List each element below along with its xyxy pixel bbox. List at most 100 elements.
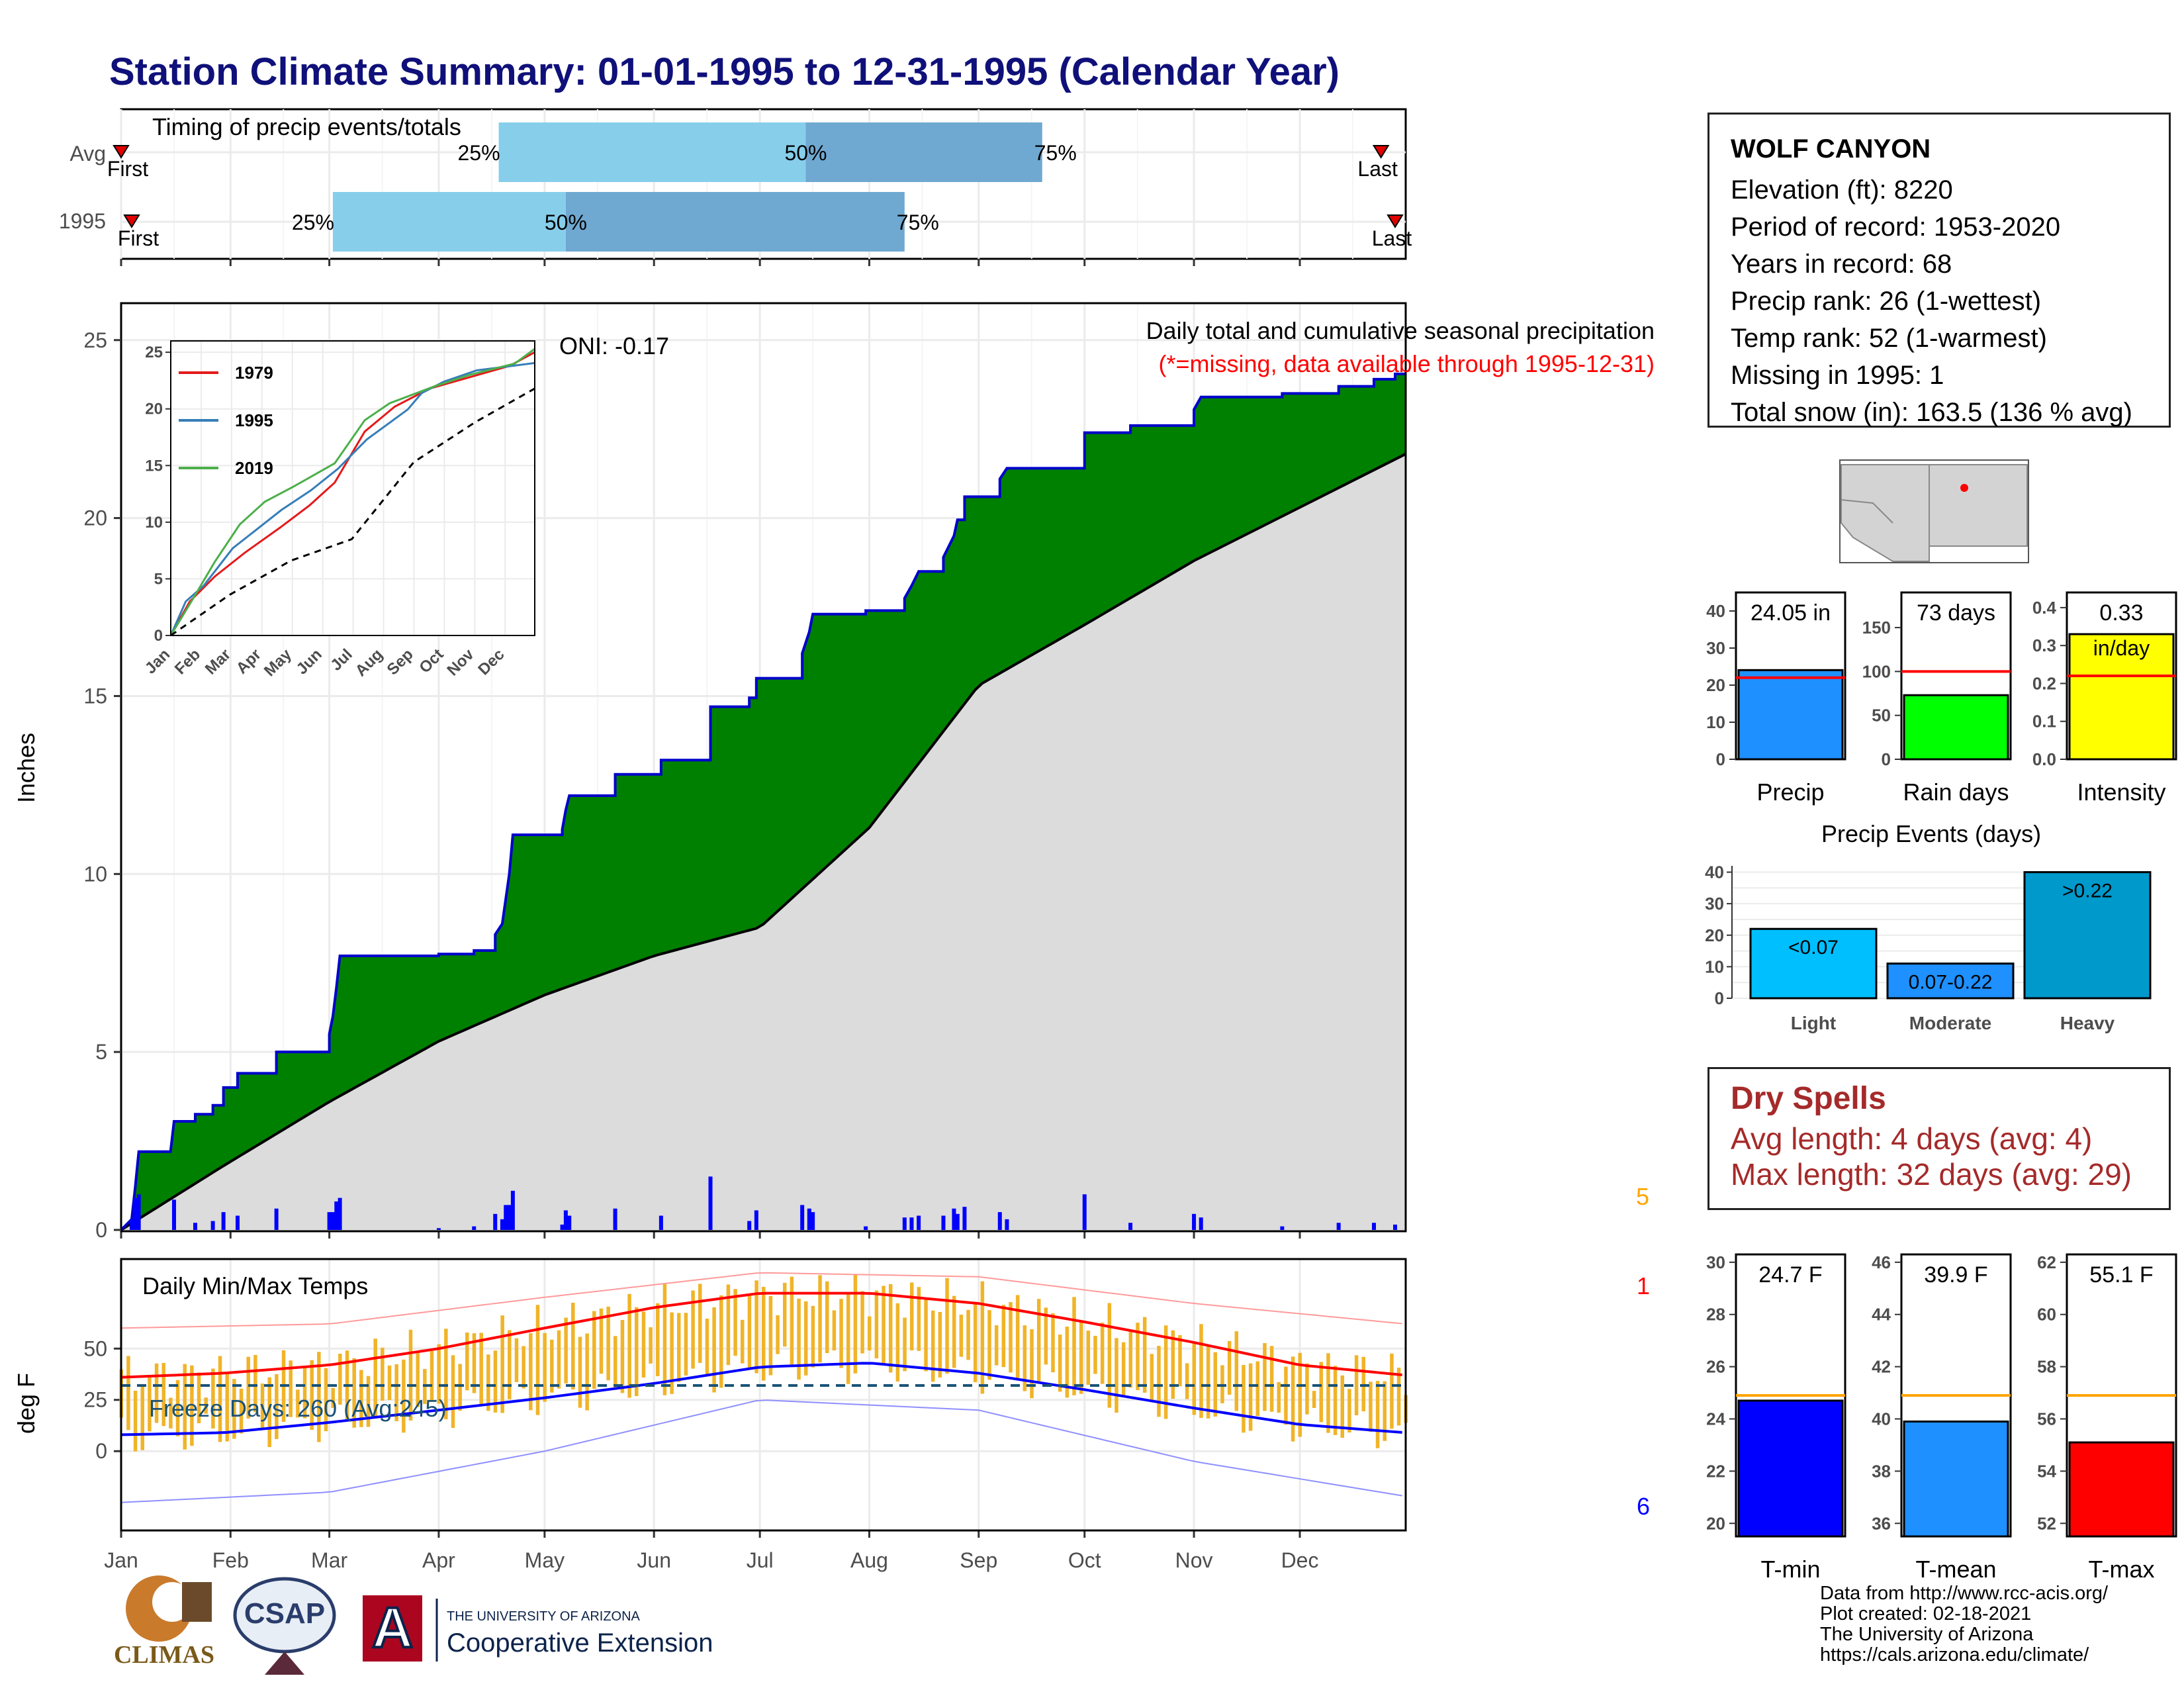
precip-y-tick: 25 (83, 328, 107, 352)
daily-precip-bar (1128, 1223, 1133, 1230)
daily-temp-bar (437, 1344, 441, 1404)
daily-temp-bar (1234, 1331, 1239, 1411)
temps-counter-bottom: 6 (1637, 1493, 1650, 1520)
events-tick-label: 40 (1705, 863, 1724, 882)
temp-y-tick: 50 (83, 1336, 107, 1360)
station-period: Period of record: 1953-2020 (1731, 212, 2061, 242)
precip-chart-title: Daily total and cumulative seasonal prec… (1146, 317, 1655, 344)
timing-marker-first-Avg (113, 145, 130, 159)
daily-temp-bar (1206, 1345, 1210, 1419)
daily-temp-bar (508, 1330, 512, 1399)
inset-line-2019 (169, 348, 535, 636)
month-label-Oct: Oct (1068, 1548, 1101, 1572)
daily-temp-bar (1199, 1324, 1203, 1419)
daily-temp-bar (161, 1362, 165, 1427)
inset-legend-label-2019: 2019 (235, 458, 273, 478)
tmean-t-mean-axis-label: T-mean (1915, 1556, 1996, 1583)
daily-temp-bar (825, 1281, 829, 1354)
events-tick-label: 20 (1705, 925, 1724, 945)
timing-label-25: 25% (458, 141, 500, 165)
station-name: WOLF CANYON (1731, 134, 1931, 164)
daily-precip-bar (567, 1215, 572, 1230)
daily-temp-bar (1319, 1362, 1324, 1423)
daily-temp-bar (677, 1313, 681, 1382)
inset-line-1995 (169, 361, 535, 636)
tmean-t-min-tick-label: 24 (1706, 1409, 1725, 1429)
daily-temp-bar (712, 1307, 716, 1393)
daily-temp-bar (175, 1380, 180, 1436)
events-bar-label: >0.22 (2062, 880, 2113, 902)
daily-temp-bar (1030, 1329, 1034, 1399)
daily-temp-bar (867, 1316, 872, 1351)
daily-temp-bar (924, 1299, 928, 1372)
daily-temp-bar (1185, 1363, 1189, 1399)
totals-bars: 0 10 20 30 40 24.05 in Precip 0 50 100 150 73 days R… (1706, 591, 2177, 806)
daily-temp-bar (959, 1315, 964, 1357)
tmean-t-min-tick-label: 28 (1706, 1305, 1725, 1325)
daily-temp-bar (1312, 1391, 1316, 1408)
events-bar-moderate (1886, 962, 2015, 1000)
daily-temp-bar (154, 1363, 159, 1423)
station-temp-rank: Temp rank: 52 (1-warmest) (1731, 324, 2047, 353)
daily-temp-bar (458, 1364, 462, 1411)
daily-temp-bar (1291, 1356, 1295, 1442)
ua-logo-small-text: THE UNIVERSITY OF ARIZONA (447, 1609, 641, 1624)
daily-temp-bar (620, 1320, 625, 1393)
daily-temp-bar (543, 1333, 547, 1402)
daily-precip-bar (129, 1219, 134, 1230)
totals-rain-days-axis-label: Rain days (1903, 778, 2009, 806)
daily-precip-bar (1372, 1223, 1377, 1230)
daily-temp-bar (635, 1307, 639, 1397)
totals-rain-days-tick-label: 0 (1882, 749, 1891, 769)
daily-precip-bar (955, 1213, 960, 1230)
daily-temp-bar (1036, 1299, 1041, 1383)
events-tick-label: 30 (1705, 894, 1724, 914)
daily-temp-bar (1044, 1307, 1048, 1365)
daily-precip-bar (338, 1197, 342, 1230)
daily-precip-bar (563, 1210, 568, 1230)
timing-label-50: 50% (784, 141, 827, 165)
daily-temp-bar (846, 1293, 850, 1384)
timing-marker-last-1995 (1387, 214, 1404, 228)
daily-precip-bar (1082, 1194, 1087, 1230)
daily-temp-bar (1065, 1327, 1069, 1398)
precip-cumulative-line (120, 372, 1406, 1231)
daily-temp-bar (1115, 1338, 1118, 1413)
daily-precip-bar (136, 1194, 141, 1230)
dry-spells-box: Dry Spells Avg length: 4 days (avg: 4) M… (1707, 1067, 2171, 1210)
daily-temp-bar (1383, 1381, 1387, 1441)
timing-text-first-1995: First (118, 226, 159, 250)
daily-temp-bar (684, 1313, 688, 1376)
daily-temp-bar (133, 1390, 138, 1452)
daily-temp-bar (762, 1287, 766, 1381)
daily-temp-bar (782, 1282, 787, 1347)
avg-min-line (120, 1362, 1402, 1436)
tmean-t-max-tick-label: 56 (2037, 1409, 2056, 1429)
daily-precip-bar (235, 1215, 240, 1230)
daily-precip-bar (193, 1223, 197, 1230)
daily-temp-bar (408, 1329, 413, 1421)
daily-temp-bar (853, 1274, 858, 1374)
temps-panel: 0 25 50 Daily Min/Max Temps Freeze Days: 2… (13, 1258, 1650, 1572)
month-label-Nov: Nov (1175, 1548, 1213, 1572)
daily-precip-bar (1393, 1224, 1398, 1230)
daily-temp-bar (860, 1291, 864, 1354)
daily-temp-bar (1305, 1363, 1309, 1415)
daily-precip-bar (472, 1226, 477, 1230)
tmean-t-mean-tick-label: 40 (1872, 1409, 1891, 1429)
daily-temp-bar (1121, 1342, 1126, 1397)
daily-temp-bar (296, 1389, 300, 1418)
tmean-t-min-value-label: 24.7 F (1758, 1262, 1822, 1288)
daily-temp-bar (874, 1290, 879, 1359)
daily-temp-bar (606, 1306, 610, 1381)
credit-line-data: Data from http://www.rcc-acis.org/ (1820, 1583, 2109, 1604)
daily-temp-bar (486, 1354, 490, 1411)
timing-label-75: 75% (1034, 141, 1077, 165)
cooperative-extension-text: Cooperative Extension (447, 1628, 713, 1658)
daily-temp-bar (818, 1275, 822, 1363)
daily-temp-bar (797, 1298, 801, 1380)
daily-temp-bar (980, 1281, 985, 1394)
daily-temp-bar (394, 1364, 398, 1421)
daily-temp-bar (705, 1319, 709, 1375)
